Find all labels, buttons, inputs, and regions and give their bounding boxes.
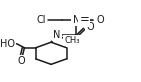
Text: O: O: [18, 56, 26, 66]
Text: HO: HO: [0, 39, 15, 49]
Text: =: =: [80, 13, 89, 26]
Text: N: N: [53, 30, 61, 40]
Text: O: O: [86, 22, 94, 32]
Text: O: O: [96, 15, 104, 25]
Text: Cl: Cl: [36, 15, 46, 25]
Text: CH₃: CH₃: [64, 36, 80, 45]
Text: N: N: [72, 15, 80, 25]
